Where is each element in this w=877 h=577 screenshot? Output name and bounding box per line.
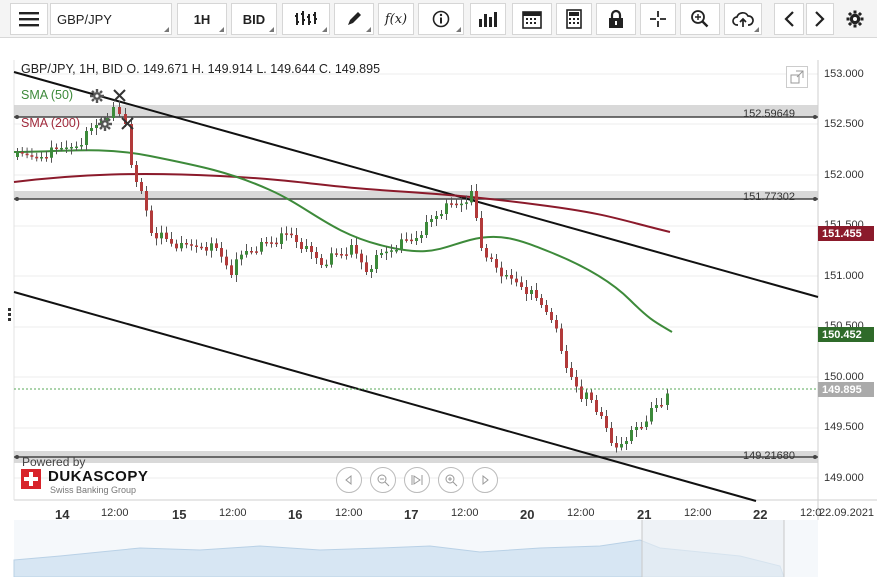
side-drag-handle[interactable] <box>8 308 11 322</box>
y-tick: 149.000 <box>824 472 864 484</box>
settings-button[interactable] <box>838 3 872 35</box>
sma200-settings-icon[interactable] <box>98 117 112 131</box>
level-label-2: 151.77302 <box>743 191 795 203</box>
lock-button[interactable] <box>596 3 636 35</box>
volume-button[interactable] <box>470 3 506 35</box>
x-tick: 15 <box>172 507 187 522</box>
x-tick: 20 <box>520 507 535 522</box>
y-tick: 150.000 <box>824 371 864 383</box>
draw-pen-icon <box>348 12 361 25</box>
price-type-value: BID <box>242 11 266 27</box>
zoom-button[interactable] <box>680 3 720 35</box>
lock-icon <box>609 9 623 28</box>
calendar-button[interactable] <box>512 3 552 35</box>
sma200-line <box>13 173 671 233</box>
y-tick: 152.500 <box>824 118 864 130</box>
x-tick: 12:00 <box>219 507 247 519</box>
indicator-icon: f(x) <box>384 11 408 27</box>
x-date: 22.09.2021 <box>819 507 875 519</box>
x-tick: 16 <box>288 507 303 522</box>
timeframe-select[interactable]: 1H <box>177 3 227 35</box>
price-chart[interactable] <box>0 38 877 577</box>
brand-name: DUKASCOPY <box>48 468 149 485</box>
sma50-settings-icon[interactable] <box>90 89 104 103</box>
sma200-close-icon[interactable] <box>121 117 134 130</box>
expand-icon <box>790 70 804 84</box>
volume-icon <box>479 12 497 27</box>
arrow-right-icon <box>815 11 825 27</box>
timeframe-value: 1H <box>193 11 211 27</box>
y-tick: 151.000 <box>824 270 864 282</box>
crosshair-icon <box>650 11 666 27</box>
sma200-price-tag: 151.455 <box>818 226 874 241</box>
calculator-icon <box>566 9 582 29</box>
symbol-select[interactable]: GBP/JPY <box>50 3 172 35</box>
menu-button[interactable] <box>10 3 48 35</box>
info-icon <box>432 10 450 28</box>
cloud-upload-icon <box>732 12 754 27</box>
calculator-button[interactable] <box>556 3 592 35</box>
sma200-legend: SMA (200) <box>21 116 81 130</box>
candlesticks <box>16 101 669 453</box>
current-price-tag: 149.895 <box>818 382 874 397</box>
price-type-select[interactable]: BID <box>231 3 277 35</box>
grid <box>14 73 818 479</box>
expand-button[interactable] <box>786 66 808 88</box>
bar-style-icon <box>295 11 317 25</box>
draw-button[interactable] <box>334 3 374 35</box>
x-tick: 12:0 <box>800 507 822 519</box>
scroll-right-button[interactable] <box>806 3 834 35</box>
info-button[interactable] <box>418 3 464 35</box>
reset-view-icon <box>411 475 423 485</box>
zoom-in-icon <box>445 474 458 487</box>
x-tick: 21 <box>637 507 652 522</box>
x-tick: 12:00 <box>684 507 712 519</box>
brand-subtitle: Swiss Banking Group <box>50 485 137 495</box>
scroll-left-button[interactable] <box>774 3 804 35</box>
x-tick: 14 <box>55 507 70 522</box>
y-tick: 153.000 <box>824 68 864 80</box>
symbol-value: GBP/JPY <box>57 11 112 27</box>
sma50-line <box>13 149 673 333</box>
toolbar: GBP/JPY 1H BID f(x) <box>0 0 877 38</box>
cloud-upload-button[interactable] <box>724 3 762 35</box>
powered-by: Powered by <box>22 455 86 469</box>
dukascopy-logo-icon <box>21 469 41 489</box>
sma50-price-tag: 150.452 <box>818 327 874 342</box>
level-label-3: 149.21680 <box>743 450 795 462</box>
bar-style-button[interactable] <box>282 3 330 35</box>
x-tick: 12:00 <box>101 507 129 519</box>
triangle-left-icon <box>345 474 352 486</box>
zoom-icon <box>691 10 709 28</box>
trend-channel[interactable] <box>13 71 819 502</box>
y-tick: 152.000 <box>824 169 864 181</box>
zoom-out-icon <box>377 474 390 487</box>
indicator-button[interactable]: f(x) <box>378 3 414 35</box>
triangle-right-icon <box>482 474 489 486</box>
reset-view-button[interactable] <box>404 467 430 493</box>
settings-icon <box>846 10 864 28</box>
sma50-close-icon[interactable] <box>113 89 126 102</box>
ohlc-header: GBP/JPY, 1H, BID O. 149.671 H. 149.914 L… <box>21 62 381 76</box>
zoom-out-button[interactable] <box>370 467 396 493</box>
nav-forward-button[interactable] <box>472 467 498 493</box>
menu-icon <box>19 12 39 27</box>
x-tick: 12:00 <box>335 507 363 519</box>
sma50-legend: SMA (50) <box>21 88 74 102</box>
zoom-in-button[interactable] <box>438 467 464 493</box>
y-tick: 149.500 <box>824 421 864 433</box>
calendar-icon <box>522 11 542 29</box>
level-label-1: 152.59649 <box>743 108 795 120</box>
x-tick: 12:00 <box>451 507 479 519</box>
x-tick: 12:00 <box>567 507 595 519</box>
arrow-left-icon <box>784 11 794 27</box>
crosshair-button[interactable] <box>640 3 676 35</box>
x-tick: 17 <box>404 507 419 522</box>
x-tick: 22 <box>753 507 768 522</box>
nav-back-button[interactable] <box>336 467 362 493</box>
